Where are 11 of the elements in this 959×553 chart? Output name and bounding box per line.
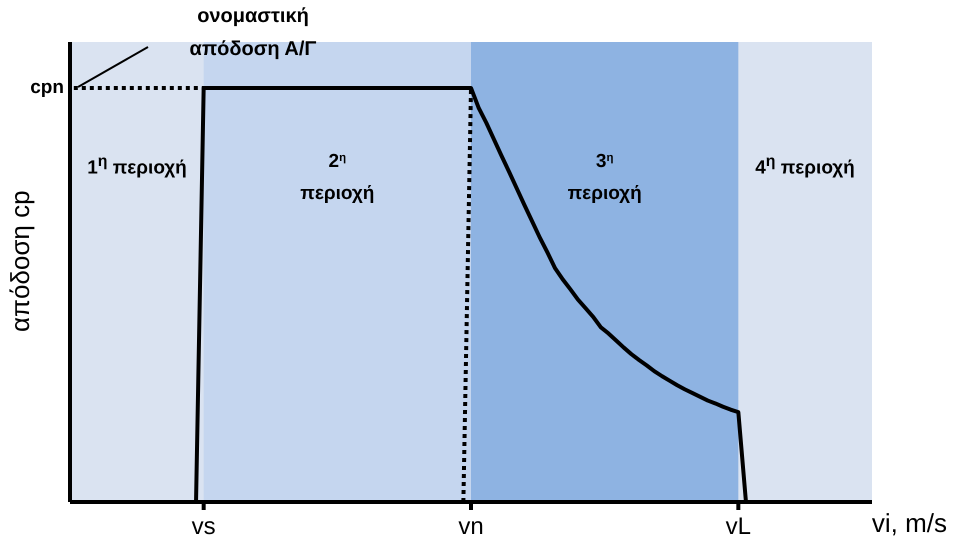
text: ονομαστική απόδοση Α/Γ (188, 4, 318, 62)
x-tick-label: vn (458, 513, 484, 540)
annotation: 4$^{η}$ περιοχή (754, 152, 856, 180)
y-axis-title: απόδοση cp (5, 190, 36, 332)
text: 3$^{η}$ περιοχή (568, 151, 642, 204)
text: 2$^{η}$ περιοχή (300, 151, 374, 204)
text: cpn (29, 76, 64, 100)
x-tick-label: vs (192, 513, 216, 540)
x-tick-label: vL (726, 513, 752, 540)
x-axis-title: vi, m/s (872, 508, 947, 539)
annotation: 1$^{η}$ περιοχή (86, 152, 188, 180)
